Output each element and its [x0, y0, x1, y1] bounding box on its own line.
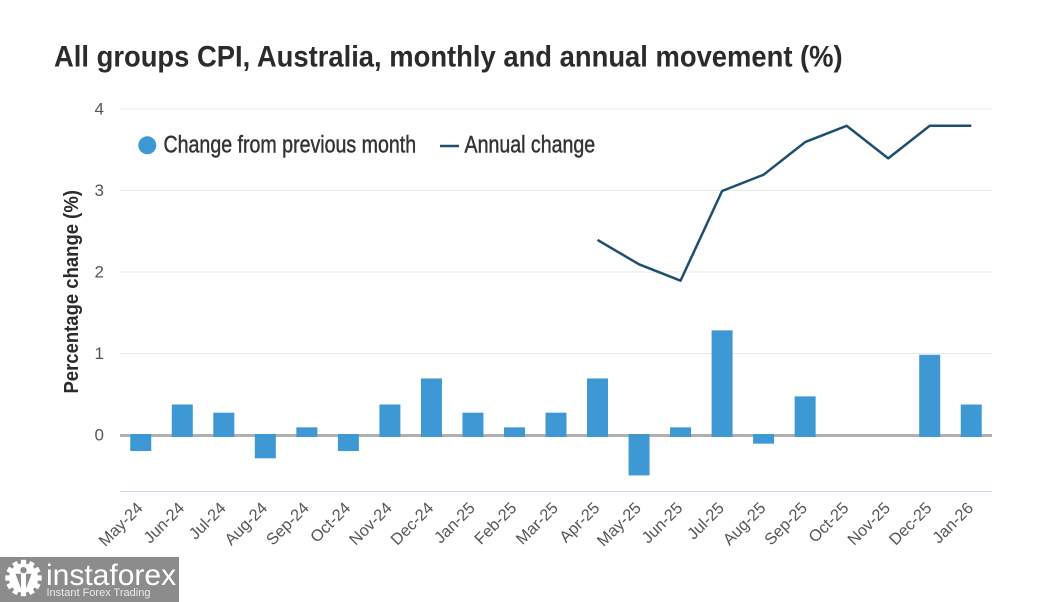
svg-text:Change from previous month: Change from previous month: [164, 130, 417, 158]
svg-text:4: 4: [95, 100, 104, 119]
svg-text:Percentage change (%): Percentage change (%): [60, 190, 83, 393]
svg-text:All groups CPI, Australia, mon: All groups CPI, Australia, monthly and a…: [54, 41, 843, 74]
svg-text:3: 3: [95, 181, 104, 200]
svg-text:Annual change: Annual change: [465, 130, 596, 158]
svg-text:instaforex: instaforex: [46, 559, 176, 592]
svg-text:1: 1: [95, 344, 104, 363]
svg-text:0: 0: [95, 426, 104, 445]
svg-text:2: 2: [95, 263, 104, 282]
svg-text:Instant Forex Trading: Instant Forex Trading: [47, 587, 151, 599]
